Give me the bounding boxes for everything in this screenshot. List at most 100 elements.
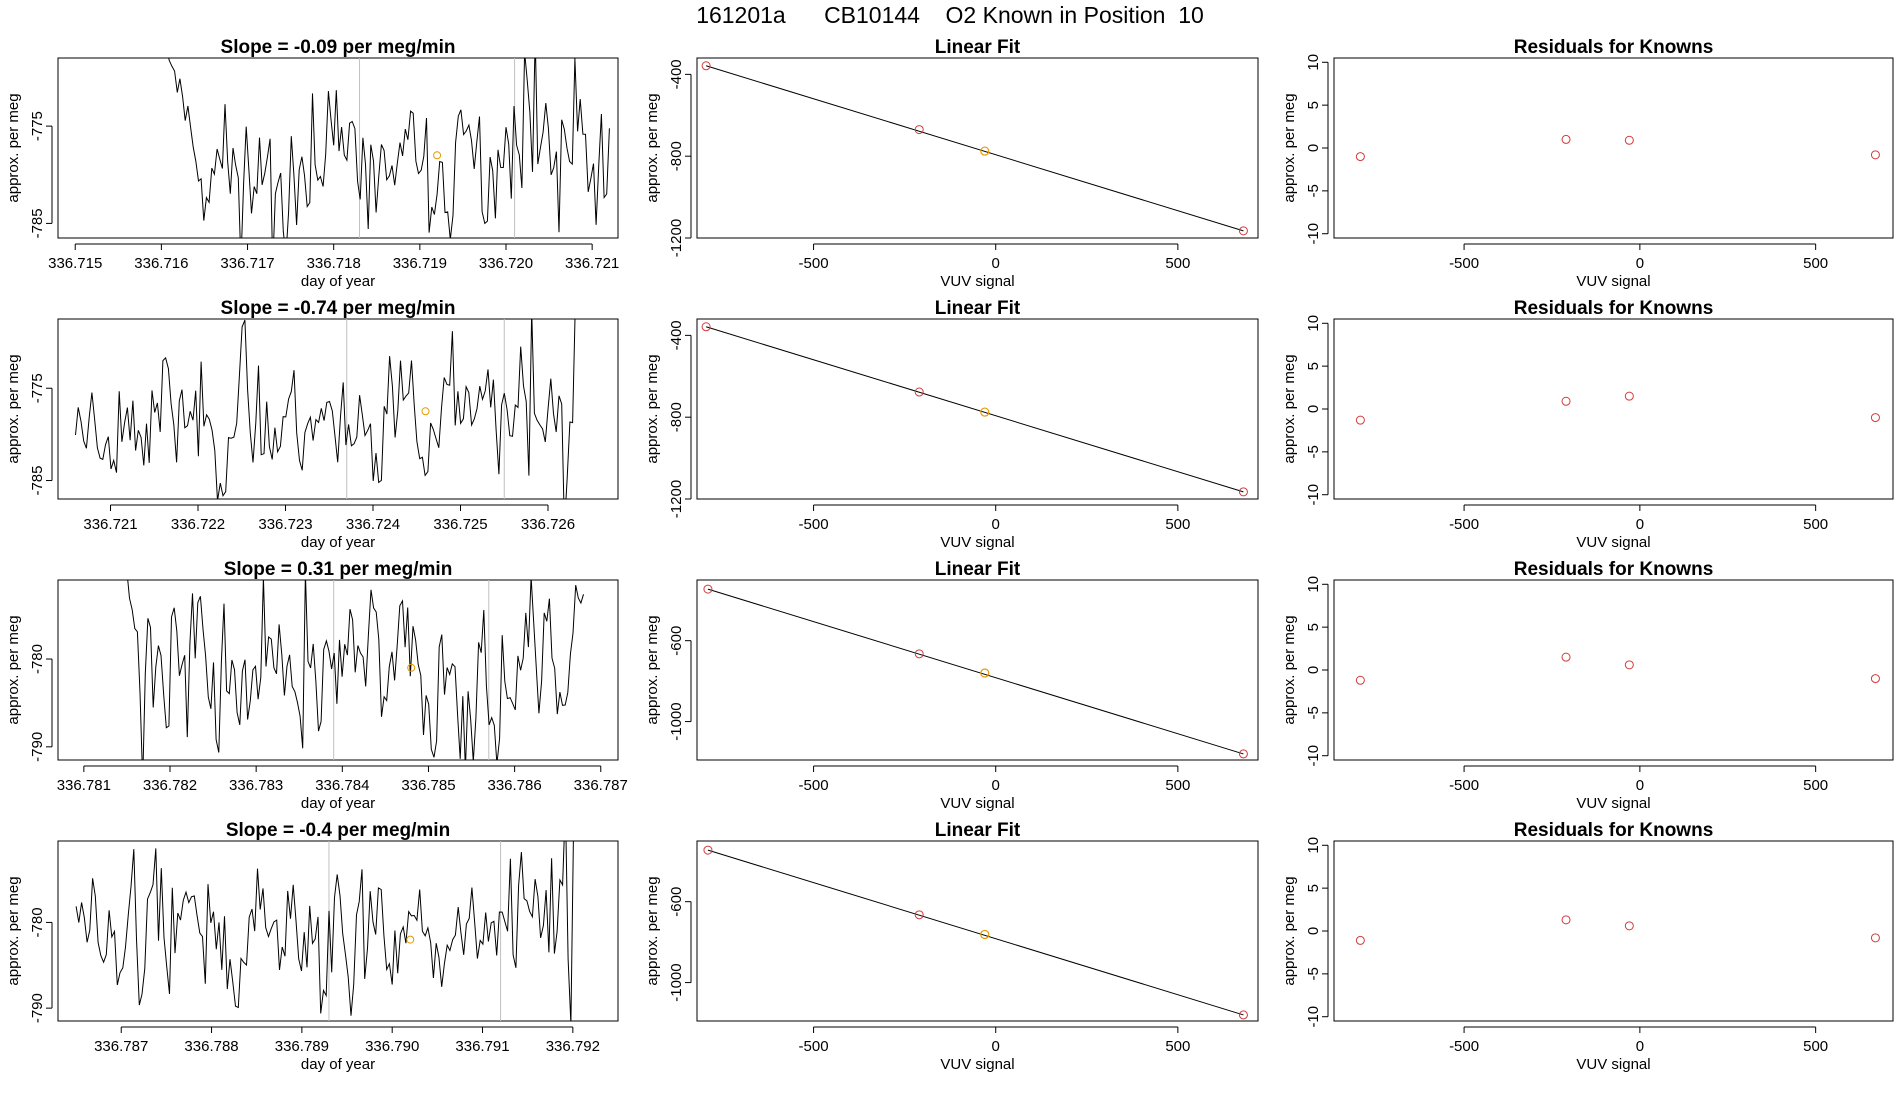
residuals-4-panel: Residuals for Knowns -500 0 500 VUV signal 10… [1281,820,1894,1073]
linear-fit-1-y-tick-label: -400 [668,59,685,89]
linear-fit-2-x-axis-label: VUV signal [940,534,1014,551]
residuals-3-y-tick-label: -5 [1305,706,1322,719]
time-series-1-frame [57,57,619,239]
time-series-1-y-tick-label: -785 [29,208,46,238]
residuals-2-x-tick-label: 0 [1636,516,1644,533]
residuals-2-x-axis-label: VUV signal [1576,534,1650,551]
linear-fit-3-x-tick-label: 0 [992,777,1000,794]
residuals-1-y-tick-label: -5 [1305,184,1322,197]
linear-fit-1-data-point [1238,226,1248,236]
linear-fit-2-frame [696,318,1259,500]
linear-fit-2-x-tick-label: 500 [1165,516,1190,533]
linear-fit-4-x-axis-label: VUV signal [940,1056,1014,1073]
linear-fit-4-panel: Linear Fit -500 0 500 VUV signal -600 -1000 app… [644,820,1259,1073]
linear-fit-2-y-tick-label: -400 [668,320,685,350]
time-series-1-panel: Slope = -0.09 per meg/min 336.715 336.716 3… [5,37,619,290]
residuals-1-data-point [1561,134,1571,144]
linear-fit-4-x-tick-label: 0 [992,1038,1000,1055]
residuals-3-y-tick-label: 10 [1305,576,1322,593]
time-series-1-plot-area [168,58,610,238]
linear-fit-4-title: Linear Fit [935,820,1021,841]
residuals-2-data-point [1355,415,1365,425]
linear-fit-4-y-axis-label: approx. per meg [644,876,661,985]
time-series-2-title: Slope = -0.74 per meg/min [221,298,456,319]
linear-fit-3-panel: Linear Fit -500 0 500 VUV signal -600 -1000 app… [644,559,1259,812]
residuals-2-data-point [1561,396,1571,406]
residuals-3-plot-area [1355,652,1880,685]
time-series-3-y-axis-label: approx. per meg [5,615,22,724]
residuals-4-y-tick-label: 5 [1305,884,1322,892]
linear-fit-4-plot-area [703,845,1248,1020]
linear-fit-1-unknown-point [980,146,990,156]
residuals-3-x-tick-label: 500 [1803,777,1828,794]
linear-fit-3-frame [696,579,1259,761]
residuals-1-x-tick-label: 500 [1803,255,1828,272]
residuals-2-title: Residuals for Knowns [1514,298,1714,319]
time-series-3-x-tick-label: 336.787 [574,777,628,794]
time-series-2-y-tick-label: -785 [29,466,46,496]
time-series-3-plot-area [127,580,584,760]
time-series-3-x-tick-label: 336.785 [401,777,455,794]
residuals-1-plot-area [1355,134,1880,162]
linear-fit-3-y-tick-label: -600 [668,626,685,656]
residuals-3-y-tick-label: 5 [1305,623,1322,631]
time-series-2-trace [75,319,576,499]
residuals-2-y-tick-label: -10 [1305,484,1322,506]
linear-fit-4-data-point [703,845,713,855]
residuals-4-data-point [1624,921,1634,931]
linear-fit-1-y-tick-label: -800 [668,141,685,171]
residuals-3-y-axis-label: approx. per meg [1281,615,1298,724]
linear-fit-1-x-tick-label: 0 [992,255,1000,272]
time-series-3-reference-marker [407,663,416,672]
time-series-3-x-tick-label: 336.781 [57,777,111,794]
time-series-4-trace [75,841,574,1021]
residuals-2-y-tick-label: 10 [1305,315,1322,332]
residuals-1-data-point [1355,152,1365,162]
time-series-1-y-axis-label: approx. per meg [5,93,22,202]
linear-fit-4-x-tick-label: 500 [1165,1038,1190,1055]
linear-fit-3-x-tick-label: -500 [799,777,829,794]
linear-fit-2-plot-area [701,322,1248,497]
linear-fit-4-frame [696,840,1259,1022]
residuals-2-x-tick-label: -500 [1449,516,1479,533]
linear-fit-2-panel: Linear Fit -500 0 500 VUV signal -400 -800 -120… [644,298,1259,551]
residuals-1-data-point [1624,135,1634,145]
time-series-4-x-axis-label: day of year [301,1056,375,1073]
time-series-3-title: Slope = 0.31 per meg/min [224,559,453,580]
linear-fit-3-fit-line [707,588,1244,755]
residuals-1-x-tick-label: 0 [1636,255,1644,272]
time-series-2-panel: Slope = -0.74 per meg/min 336.721 336.722 3… [5,298,619,551]
residuals-2-y-axis-label: approx. per meg [1281,354,1298,463]
linear-fit-3-unknown-point [980,668,990,678]
time-series-4-reference-marker [406,935,415,944]
residuals-4-y-tick-label: 10 [1305,837,1322,854]
residuals-3-x-axis-label: VUV signal [1576,795,1650,812]
residuals-3-y-tick-label: -10 [1305,745,1322,767]
time-series-2-x-tick-label: 336.721 [83,516,137,533]
linear-fit-1-y-tick-label: -1200 [668,219,685,257]
residuals-4-x-axis-label: VUV signal [1576,1056,1650,1073]
time-series-4-y-axis-label: approx. per meg [5,876,22,985]
time-series-3-x-tick-label: 336.782 [143,777,197,794]
residuals-2-data-point [1624,391,1634,401]
time-series-4-x-tick-label: 336.788 [184,1038,238,1055]
time-series-2-x-tick-label: 336.726 [521,516,575,533]
time-series-3-x-tick-label: 336.783 [229,777,283,794]
linear-fit-1-x-axis-label: VUV signal [940,273,1014,290]
residuals-1-y-tick-label: 5 [1305,101,1322,109]
linear-fit-2-title: Linear Fit [935,298,1021,319]
residuals-3-y-tick-label: 0 [1305,666,1322,674]
time-series-1-x-tick-label: 336.721 [565,255,619,272]
linear-fit-2-fit-line [705,326,1244,493]
linear-fit-3-y-tick-label: -1000 [668,702,685,740]
residuals-3-panel: Residuals for Knowns -500 0 500 VUV signal 10… [1281,559,1894,812]
time-series-4-frame [57,840,619,1022]
residuals-3-data-point [1355,675,1365,685]
linear-fit-3-data-point [914,649,924,659]
residuals-4-x-tick-label: -500 [1449,1038,1479,1055]
residuals-4-x-tick-label: 500 [1803,1038,1828,1055]
time-series-3-x-tick-label: 336.786 [487,777,541,794]
time-series-3-y-tick-label: -780 [29,644,46,674]
linear-fit-2-data-point [914,387,924,397]
